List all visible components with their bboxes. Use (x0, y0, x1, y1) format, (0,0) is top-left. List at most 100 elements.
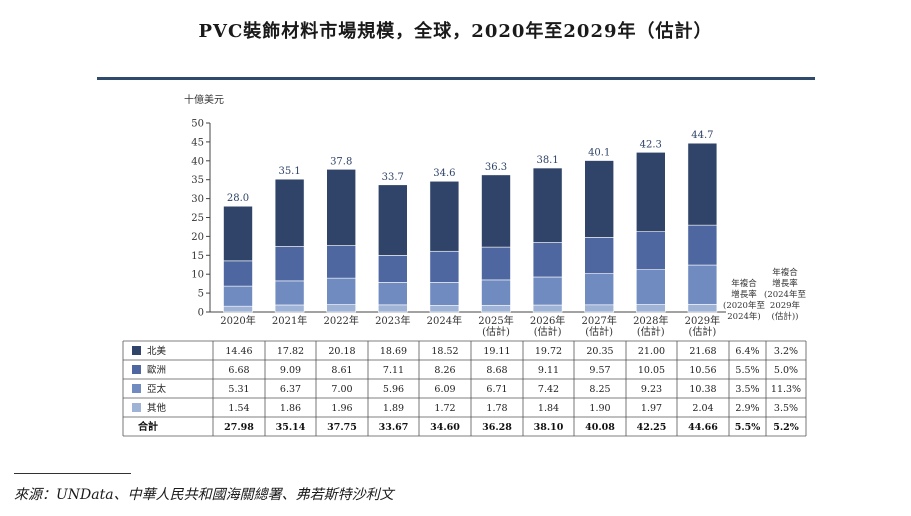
total-row-label: 合計 (137, 420, 158, 433)
bar-segment (584, 237, 615, 274)
bar-total-label: 34.6 (433, 168, 455, 179)
bar-total-label: 36.3 (485, 162, 507, 173)
x-tick-label: 2021年 (272, 314, 307, 327)
x-tick-label: (估計) (534, 325, 562, 338)
total-cell: 36.28 (482, 422, 512, 433)
table-cell: 1.90 (589, 403, 610, 414)
table-cell: 20.18 (328, 346, 355, 357)
bar-total-label: 42.3 (640, 139, 662, 150)
x-tick-label: (估計) (637, 325, 665, 338)
source-divider (14, 473, 131, 474)
x-tick-label: 2026年 (530, 314, 565, 327)
x-tick-label: 2022年 (323, 314, 358, 327)
table-cell: 1.72 (434, 403, 455, 414)
bar-segment (377, 304, 408, 313)
table-cell: 7.00 (331, 384, 352, 395)
table-cell: 21.00 (638, 346, 665, 357)
bar-segment (274, 178, 305, 247)
y-tick-label: 15 (191, 251, 204, 262)
legend-swatch (132, 384, 141, 393)
total-cell: 42.25 (637, 422, 667, 433)
x-tick-label: 2024年 (427, 314, 462, 327)
total-cell: 27.98 (224, 422, 254, 433)
table-cell: 1.97 (641, 403, 662, 414)
stacked-bar-chart: 十億美元 0 5 10 15 20 25 30 35 40 45 50 28.0 2020年 35.1 202… (122, 93, 806, 437)
bar-segment (223, 205, 253, 262)
bar-segment (584, 304, 615, 313)
cagr-header-label: 增長率 (731, 289, 757, 300)
bar-segment (377, 282, 408, 306)
total-cell: 37.75 (327, 422, 357, 433)
cagr-header-label: (2024年至 (764, 289, 806, 300)
table-cell: 1.96 (331, 403, 352, 414)
cagr-header-label: 年複合 (772, 267, 798, 278)
bar-segment (326, 304, 357, 313)
cagr-header-label: 增長率 (772, 278, 798, 289)
y-tick-label: 5 (198, 289, 204, 300)
bar-total-label: 40.1 (588, 148, 610, 159)
bar-segment (326, 277, 357, 305)
table-cell: 8.68 (486, 365, 507, 376)
bar-total-label: 35.1 (278, 166, 300, 177)
bar-segment (687, 142, 718, 226)
bar-segment (429, 180, 460, 252)
bar-segment (635, 269, 666, 305)
y-tick-label: 20 (191, 232, 204, 243)
bar-segment (326, 245, 357, 279)
bar-total-label: 38.1 (536, 155, 558, 166)
table-cagr-cell: 5.5% (735, 365, 759, 376)
bar-segment (481, 304, 511, 313)
x-tick-label: 2025年 (478, 314, 513, 327)
bar-segment (532, 304, 563, 313)
table-cagr-cell: 11.3% (771, 384, 801, 395)
legend-label: 北美 (147, 345, 167, 357)
bar-total-label: 28.0 (227, 193, 249, 204)
table-cell: 14.46 (225, 346, 252, 357)
total-cell: 38.10 (534, 422, 564, 433)
bar-segment (223, 285, 253, 307)
x-tick-label: 2029年 (685, 314, 720, 327)
cagr-header-label: 2029年 (770, 300, 801, 311)
bar-total-label: 33.7 (382, 172, 404, 183)
table-cell: 10.38 (689, 384, 716, 395)
table-cagr-cell: 3.5% (774, 403, 798, 414)
table-cell: 7.42 (538, 384, 559, 395)
table-cell: 1.84 (538, 403, 559, 414)
legend-swatch (132, 365, 141, 374)
source-note: 來源：UNData、中華人民共和國海關總署、弗若斯特沙利文 (14, 487, 394, 503)
cagr-header-label: (估計)) (772, 311, 799, 322)
legend-label: 亞太 (147, 383, 167, 395)
table-cagr-cell: 2.9% (735, 403, 759, 414)
title-divider (97, 77, 815, 80)
bar-segment (377, 255, 408, 283)
legend-label: 歐洲 (147, 364, 166, 376)
table-cell: 1.86 (280, 403, 301, 414)
bar-segment (532, 276, 563, 306)
y-tick-label: 30 (191, 194, 204, 205)
table-cell: 6.68 (228, 365, 249, 376)
table-cell: 1.89 (383, 403, 404, 414)
bar-segment (687, 303, 718, 313)
bar-segment (326, 169, 357, 246)
bar-segment (687, 224, 718, 266)
cagr-header-label: 2024年) (727, 311, 760, 322)
table-cell: 18.69 (380, 346, 407, 357)
y-tick-label: 0 (198, 308, 204, 319)
bar-segment (635, 304, 666, 313)
table-cell: 17.82 (277, 346, 304, 357)
table-cell: 9.11 (538, 365, 559, 376)
bar-segment (481, 246, 511, 281)
table-cell: 9.57 (589, 365, 610, 376)
bar-segment (635, 151, 666, 232)
bar-segment (274, 280, 305, 306)
bar-segment (584, 160, 615, 238)
total-cell: 40.08 (585, 422, 615, 433)
table-cell: 6.37 (280, 384, 301, 395)
x-tick-label: 2027年 (581, 314, 616, 327)
table-cell: 5.31 (228, 384, 249, 395)
total-cagr-cell: 5.2% (773, 422, 799, 433)
table-cell: 8.25 (589, 384, 610, 395)
y-tick-label: 35 (191, 175, 204, 186)
bar-segment (429, 305, 460, 313)
bar-segment (429, 282, 460, 306)
